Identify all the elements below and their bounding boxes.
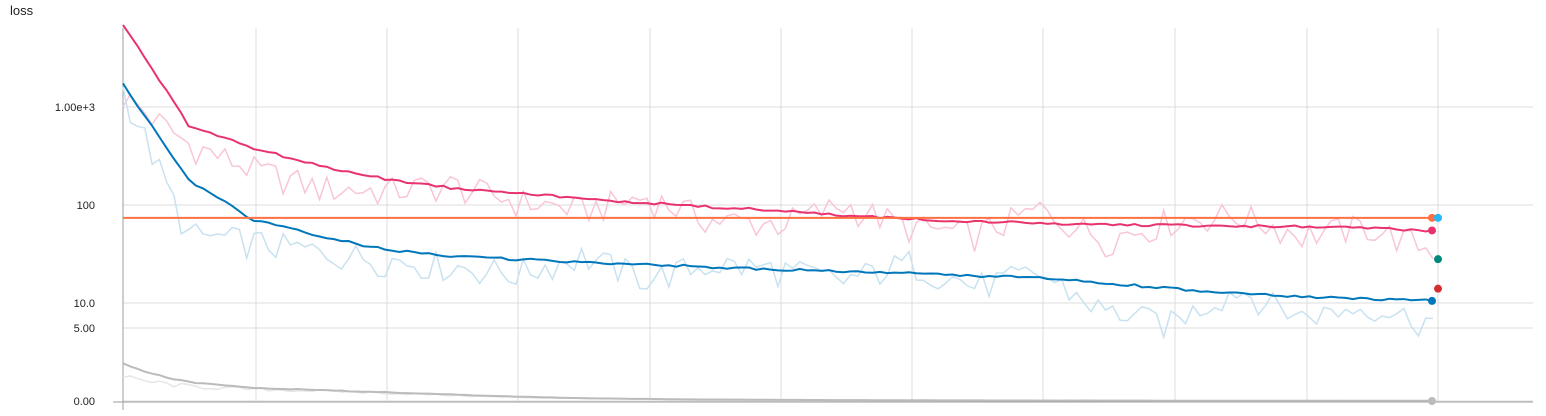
y-tick-label: 1.00e+3	[55, 102, 95, 114]
series-end-marker	[1428, 296, 1436, 305]
series-smoothed-line	[122, 362, 1434, 402]
y-tick-labels: 1.00e+3 100 10.0 5.00 0.00	[55, 102, 95, 408]
series-end-marker	[1434, 255, 1442, 264]
y-tick-label: 10.0	[74, 298, 95, 310]
series-raw-line	[122, 93, 1434, 260]
series-end-marker	[1434, 213, 1442, 222]
series-end-marker	[1428, 213, 1436, 222]
end-markers	[1428, 213, 1442, 405]
series-raw-line	[122, 87, 1434, 340]
series-raw-line	[122, 375, 1434, 402]
grid	[123, 28, 1533, 402]
y-tick-label: 0.00	[74, 396, 95, 408]
series-smoothed-line	[122, 82, 1434, 303]
series-lines	[122, 24, 1434, 402]
series-end-marker	[1428, 226, 1436, 235]
series-end-marker	[1428, 397, 1436, 405]
series-smoothed-line	[122, 24, 1434, 233]
axes	[113, 28, 1533, 410]
y-tick-label: 100	[77, 200, 95, 212]
y-tick-label: 5.00	[74, 323, 95, 335]
series-end-marker	[1434, 284, 1442, 293]
chart-title: loss	[10, 3, 34, 18]
